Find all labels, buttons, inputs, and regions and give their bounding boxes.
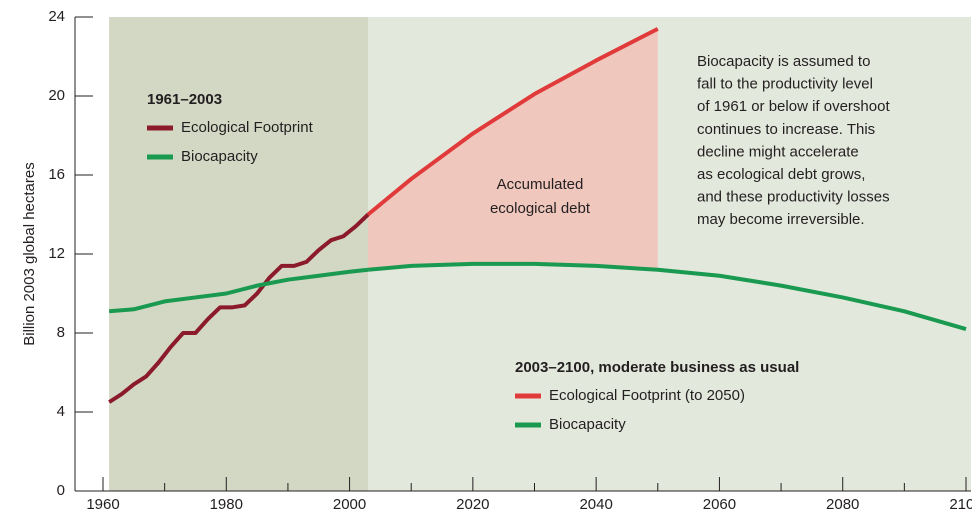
- x-tick-label: 2060: [703, 496, 736, 513]
- x-tick-label: 2000: [333, 496, 366, 513]
- annotation: of 1961 or below if overshoot: [697, 98, 890, 115]
- annotation: may become irreversible.: [697, 211, 865, 228]
- debt-area: [368, 28, 658, 270]
- x-tick-label: 2040: [579, 496, 612, 513]
- annotation: Biocapacity is assumed to: [697, 53, 870, 70]
- series-line: [108, 213, 370, 404]
- series-line: [367, 261, 967, 331]
- historical-band: [109, 17, 369, 491]
- annotation: and these productivity losses: [697, 189, 890, 206]
- y-axis-label: Billion 2003 global hectares: [21, 162, 38, 345]
- x-tick-label: 2100: [949, 496, 972, 513]
- y-tick-label: 0: [57, 482, 65, 499]
- y-tick-label: 8: [57, 324, 65, 341]
- x-tick-label: 2080: [826, 496, 859, 513]
- series-line: [109, 267, 369, 314]
- annotation: decline might accelerate: [697, 143, 859, 160]
- annotation: ecological debt: [490, 200, 591, 217]
- legend-title: 1961–2003: [147, 91, 222, 108]
- legend-label: Ecological Footprint (to 2050): [549, 387, 745, 404]
- y-tick-label: 20: [48, 87, 65, 104]
- legend-title: 2003–2100, moderate business as usual: [515, 359, 799, 376]
- annotation: as ecological debt grows,: [697, 166, 865, 183]
- x-tick-label: 1980: [210, 496, 243, 513]
- annotation: fall to the productivity level: [697, 76, 873, 93]
- x-tick-label: 1960: [86, 496, 119, 513]
- y-tick-label: 12: [48, 245, 65, 262]
- legend-label: Biocapacity: [181, 148, 258, 165]
- y-tick-label: 24: [48, 8, 65, 25]
- annotation: continues to increase. This: [697, 121, 875, 138]
- annotation: Accumulated: [497, 176, 584, 193]
- legend-label: Ecological Footprint: [181, 119, 314, 136]
- legend-label: Biocapacity: [549, 416, 626, 433]
- y-tick-label: 16: [48, 166, 65, 183]
- x-tick-label: 2020: [456, 496, 489, 513]
- y-tick-label: 4: [57, 403, 65, 420]
- series-line: [366, 27, 659, 217]
